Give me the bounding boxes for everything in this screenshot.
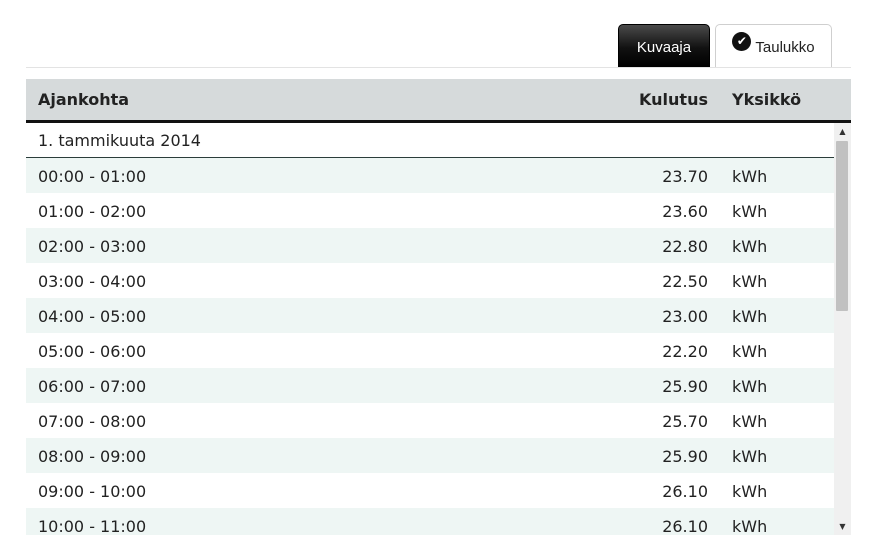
cell-time: 04:00 - 05:00 — [38, 307, 147, 326]
scrollbar-thumb[interactable] — [836, 141, 848, 311]
cell-time: 00:00 - 01:00 — [38, 167, 147, 186]
table-row: 01:00 - 02:00 23.60 kWh — [26, 193, 834, 228]
cell-time: 07:00 - 08:00 — [38, 412, 147, 431]
view-tabs: Kuvaaja ✔ Taulukko — [618, 24, 832, 68]
cell-time: 10:00 - 11:00 — [38, 517, 147, 535]
cell-unit: kWh — [732, 167, 768, 186]
arrow-up-icon[interactable]: ▲ — [839, 127, 846, 136]
date-group-label: 1. tammikuuta 2014 — [38, 131, 201, 150]
table-row: 05:00 - 06:00 22.20 kWh — [26, 333, 834, 368]
check-circle-icon: ✔ — [732, 32, 752, 51]
cell-consumption: 23.60 — [662, 202, 708, 221]
header-time: Ajankohta — [38, 90, 130, 109]
cell-unit: kWh — [732, 482, 768, 501]
table-row: 04:00 - 05:00 23.00 kWh — [26, 298, 834, 333]
cell-time: 03:00 - 04:00 — [38, 272, 147, 291]
cell-unit: kWh — [732, 272, 768, 291]
cell-unit: kWh — [732, 202, 768, 221]
tab-graph-label: Kuvaaja — [636, 38, 692, 56]
cell-time: 09:00 - 10:00 — [38, 482, 147, 501]
table-row: 03:00 - 04:00 22.50 kWh — [26, 263, 834, 298]
tab-divider — [26, 67, 851, 68]
cell-consumption: 26.10 — [662, 482, 708, 501]
table-scroll-area[interactable]: 1. tammikuuta 2014 00:00 - 01:00 23.70 k… — [26, 123, 851, 535]
table-row: 09:00 - 10:00 26.10 kWh — [26, 473, 834, 508]
table-row: 07:00 - 08:00 25.70 kWh — [26, 403, 834, 438]
cell-unit: kWh — [732, 517, 768, 535]
header-unit: Yksikkö — [732, 90, 802, 109]
tab-graph[interactable]: Kuvaaja — [618, 24, 710, 68]
table-row: 02:00 - 03:00 22.80 kWh — [26, 228, 834, 263]
table-row: 06:00 - 07:00 25.90 kWh — [26, 368, 834, 403]
arrow-down-icon[interactable]: ▼ — [839, 522, 846, 531]
cell-consumption: 23.70 — [662, 167, 708, 186]
cell-unit: kWh — [732, 447, 768, 466]
table-header: Ajankohta Kulutus Yksikkö — [26, 79, 851, 123]
header-consumption: Kulutus — [639, 90, 708, 109]
table-body: 1. tammikuuta 2014 00:00 - 01:00 23.70 k… — [26, 123, 834, 535]
cell-unit: kWh — [732, 377, 768, 396]
date-group-row: 1. tammikuuta 2014 — [26, 123, 834, 158]
cell-time: 08:00 - 09:00 — [38, 447, 147, 466]
cell-consumption: 25.90 — [662, 377, 708, 396]
tab-table[interactable]: ✔ Taulukko — [715, 24, 832, 68]
cell-consumption: 23.00 — [662, 307, 708, 326]
cell-unit: kWh — [732, 307, 768, 326]
cell-consumption: 25.90 — [662, 447, 708, 466]
cell-unit: kWh — [732, 342, 768, 361]
cell-consumption: 22.20 — [662, 342, 708, 361]
cell-consumption: 22.80 — [662, 237, 708, 256]
table-row: 08:00 - 09:00 25.90 kWh — [26, 438, 834, 473]
cell-time: 02:00 - 03:00 — [38, 237, 147, 256]
cell-unit: kWh — [732, 412, 768, 431]
cell-consumption: 26.10 — [662, 517, 708, 535]
vertical-scrollbar[interactable]: ▲ ▼ — [834, 123, 851, 535]
cell-time: 05:00 - 06:00 — [38, 342, 147, 361]
cell-time: 01:00 - 02:00 — [38, 202, 147, 221]
tab-table-label: Taulukko — [755, 39, 815, 56]
cell-consumption: 25.70 — [662, 412, 708, 431]
table-row: 10:00 - 11:00 26.10 kWh — [26, 508, 834, 535]
cell-time: 06:00 - 07:00 — [38, 377, 147, 396]
table-row: 00:00 - 01:00 23.70 kWh — [26, 158, 834, 193]
cell-unit: kWh — [732, 237, 768, 256]
cell-consumption: 22.50 — [662, 272, 708, 291]
